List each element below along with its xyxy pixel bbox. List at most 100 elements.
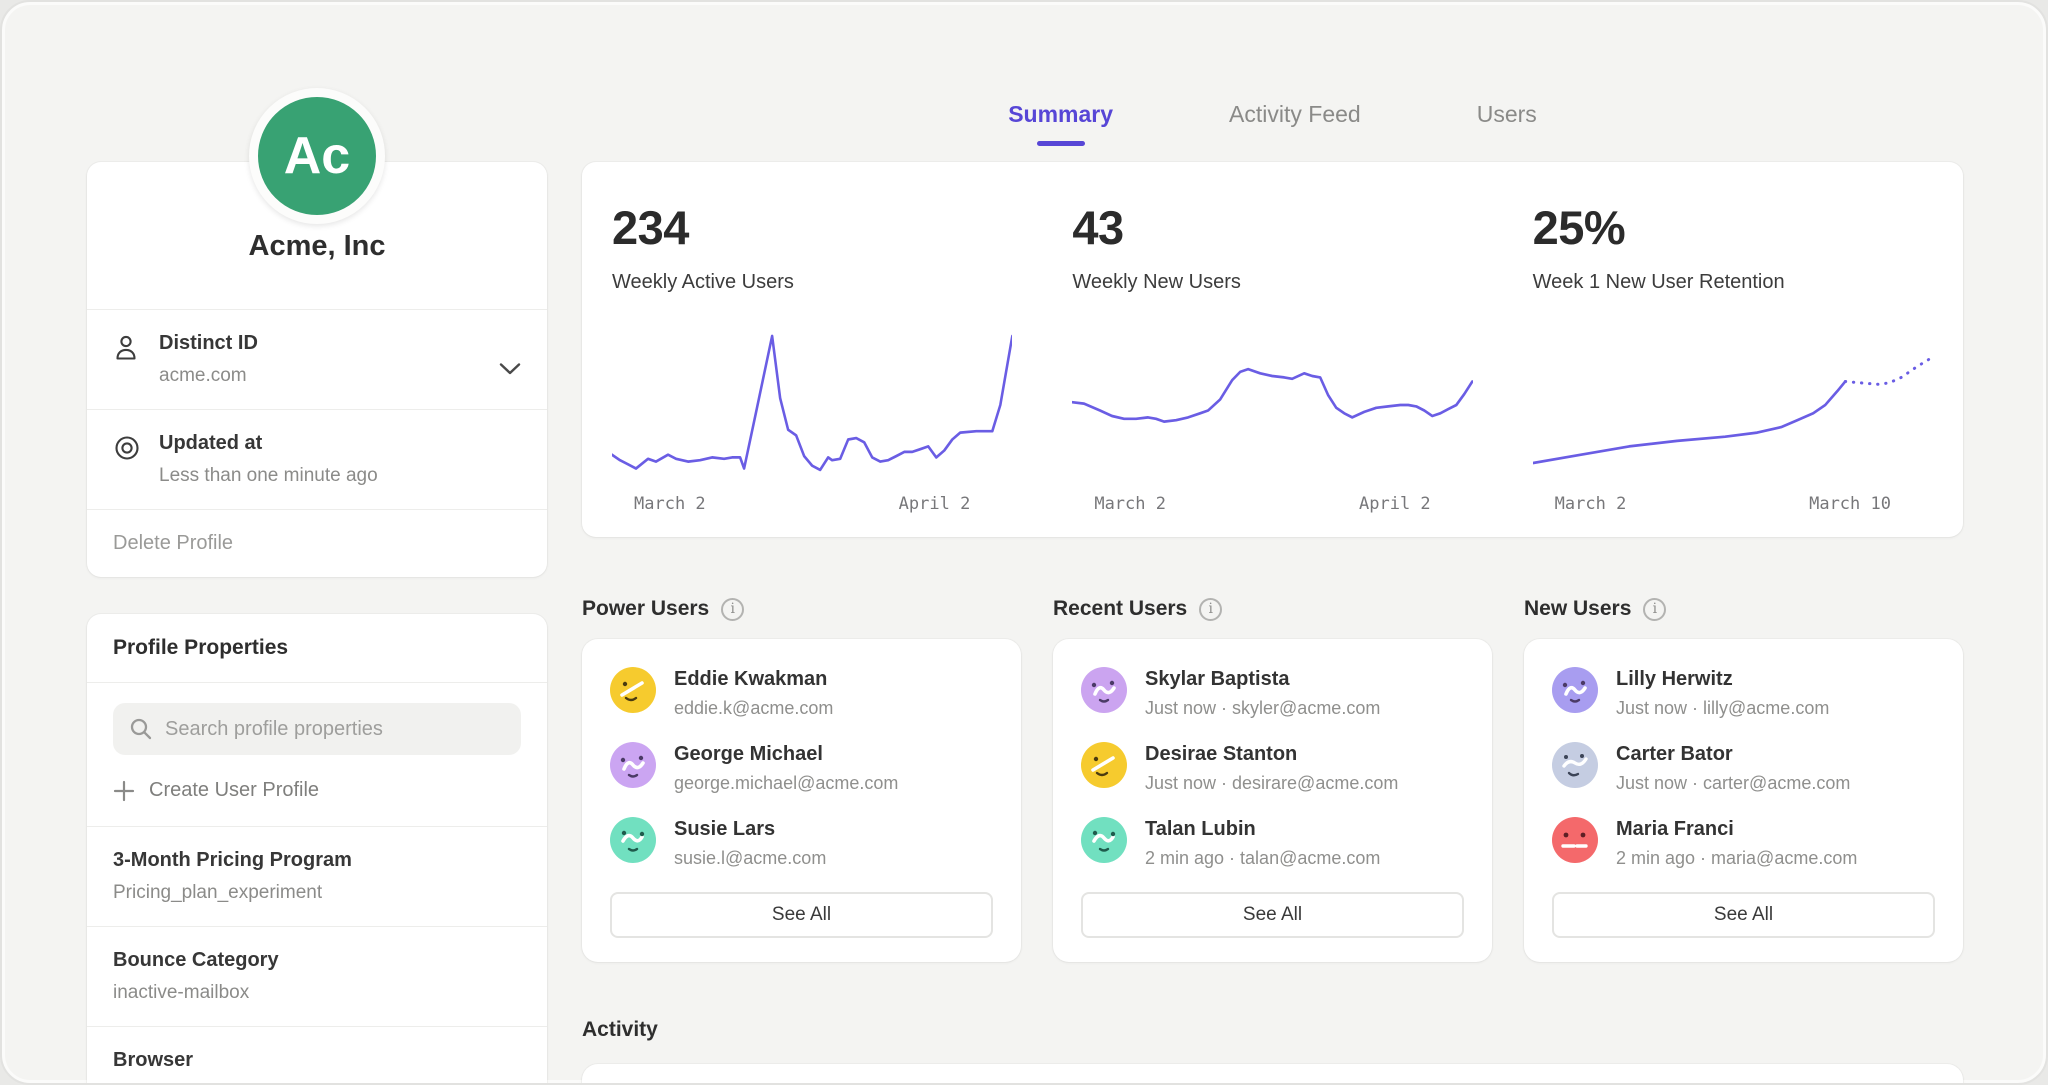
- updated-at-value: Less than one minute ago: [159, 465, 378, 486]
- divider: [87, 509, 547, 510]
- x-tick: March 2: [1094, 494, 1166, 514]
- see-all-button[interactable]: See All: [1081, 892, 1464, 938]
- chevron-down-icon[interactable]: [499, 362, 521, 376]
- user-avatar: [610, 742, 656, 788]
- user-sections: Power Users i Eddie Kwakman eddie.k@acme…: [582, 597, 1963, 962]
- recent-users-section: Recent Users i Skylar Baptista Just now …: [1053, 597, 1492, 962]
- user-row[interactable]: Desirae Stanton Just now · desirare@acme…: [1081, 742, 1464, 794]
- see-all-button[interactable]: See All: [1552, 892, 1935, 938]
- search-icon: [129, 717, 153, 741]
- x-tick: March 10: [1809, 494, 1891, 514]
- user-detail: Just now · lilly@acme.com: [1616, 698, 1830, 718]
- user-avatar: [1081, 742, 1127, 788]
- delete-profile-button[interactable]: Delete Profile: [113, 532, 234, 554]
- stat-weekly-new-users: 43 Weekly New Users March 2 April 2: [1042, 200, 1502, 517]
- property-row: Browser Chrome: [87, 1027, 547, 1083]
- user-row[interactable]: George Michael george.michael@acme.com: [610, 742, 993, 794]
- updated-at-label: Updated at: [159, 432, 263, 454]
- plus-icon: [113, 780, 135, 802]
- user-detail: eddie.k@acme.com: [674, 698, 834, 718]
- property-label: Browser: [113, 1049, 194, 1071]
- power-users-card: Eddie Kwakman eddie.k@acme.com George Mi…: [582, 639, 1021, 962]
- info-icon[interactable]: i: [1199, 597, 1223, 621]
- property-label: Bounce Category: [113, 949, 279, 971]
- user-name: Desirae Stanton: [1145, 743, 1298, 765]
- x-tick: April 2: [898, 494, 971, 514]
- person-icon: [113, 332, 143, 362]
- company-name: Acme, Inc: [248, 230, 386, 262]
- stat-label: Weekly New Users: [1072, 271, 1241, 293]
- distinct-id-label: Distinct ID: [159, 332, 258, 354]
- activity-card: 234 940 3.4k: [582, 1064, 1963, 1083]
- tab-activity-feed[interactable]: Activity Feed: [1229, 101, 1361, 127]
- create-user-profile-button[interactable]: Create User Profile: [87, 769, 547, 826]
- active-tab-indicator: [1036, 141, 1085, 146]
- stat-weekly-active-users: 234 Weekly Active Users March 2 April 2: [582, 200, 1042, 517]
- divider: [87, 1026, 547, 1027]
- user-name: George Michael: [674, 743, 823, 765]
- summary-stats-card: 234 Weekly Active Users March 2 April 2 …: [582, 162, 1963, 537]
- user-detail: 2 min ago · maria@acme.com: [1616, 848, 1858, 868]
- divider: [87, 826, 547, 827]
- user-name: Maria Franci: [1616, 818, 1734, 840]
- info-icon[interactable]: i: [1643, 597, 1667, 621]
- divider: [87, 409, 547, 410]
- user-avatar: [1552, 817, 1598, 863]
- create-user-profile-label: Create User Profile: [149, 779, 320, 801]
- distinct-id-value: acme.com: [159, 365, 247, 386]
- property-row: 3-Month Pricing Program Pricing_plan_exp…: [87, 827, 547, 926]
- tab-users[interactable]: Users: [1476, 101, 1537, 127]
- company-avatar: Ac: [249, 88, 385, 224]
- profile-properties-title: Profile Properties: [113, 636, 289, 659]
- user-detail: susie.l@acme.com: [674, 848, 827, 868]
- user-avatar: [1552, 742, 1598, 788]
- info-icon[interactable]: i: [721, 597, 745, 621]
- property-row: Bounce Category inactive-mailbox: [87, 927, 547, 1026]
- section-title: Recent Users: [1053, 597, 1188, 620]
- user-row[interactable]: Talan Lubin 2 min ago · talan@acme.com: [1081, 817, 1464, 869]
- stat-week1-retention: 25% Week 1 New User Retention March 2 Ma…: [1503, 200, 1963, 517]
- see-all-button[interactable]: See All: [610, 892, 993, 938]
- user-avatar: [1081, 817, 1127, 863]
- stat-value: 43: [1072, 201, 1124, 254]
- x-tick: April 2: [1359, 494, 1431, 514]
- user-detail: Just now · skyler@acme.com: [1145, 698, 1381, 718]
- property-value: inactive-mailbox: [113, 982, 250, 1003]
- tab-bar: Summary Activity Feed Users: [582, 2, 1963, 162]
- user-name: Carter Bator: [1616, 743, 1733, 765]
- user-detail: george.michael@acme.com: [674, 773, 899, 793]
- user-avatar: [610, 667, 656, 713]
- user-row[interactable]: Skylar Baptista Just now · skyler@acme.c…: [1081, 667, 1464, 719]
- user-row[interactable]: Carter Bator Just now · carter@acme.com: [1552, 742, 1935, 794]
- stat-value: 234: [612, 201, 689, 254]
- property-value: Chrome: [113, 1082, 521, 1083]
- property-label: 3-Month Pricing Program: [113, 849, 352, 871]
- user-row[interactable]: Lilly Herwitz Just now · lilly@acme.com: [1552, 667, 1935, 719]
- tab-summary[interactable]: Summary: [1008, 101, 1113, 162]
- user-row[interactable]: Eddie Kwakman eddie.k@acme.com: [610, 667, 993, 719]
- user-name: Eddie Kwakman: [674, 668, 828, 690]
- search-input[interactable]: [165, 717, 505, 741]
- divider: [87, 926, 547, 927]
- user-name: Lilly Herwitz: [1616, 668, 1733, 690]
- distinct-id-row: Distinct ID acme.com: [87, 310, 547, 409]
- week1-retention-chart: [1532, 355, 1933, 465]
- new-users-section: New Users i Lilly Herwitz Just now · lil…: [1524, 597, 1963, 962]
- activity-title: Activity: [582, 1018, 658, 1041]
- user-row[interactable]: Susie Lars susie.l@acme.com: [610, 817, 993, 869]
- section-title: New Users: [1524, 597, 1632, 620]
- stat-label: Weekly Active Users: [612, 271, 794, 293]
- company-initials: Ac: [283, 127, 351, 185]
- user-detail: 2 min ago · talan@acme.com: [1145, 848, 1381, 868]
- user-detail: Just now · desirare@acme.com: [1145, 773, 1399, 793]
- power-users-section: Power Users i Eddie Kwakman eddie.k@acme…: [582, 597, 1021, 962]
- new-users-card: Lilly Herwitz Just now · lilly@acme.com …: [1524, 639, 1963, 962]
- user-name: Skylar Baptista: [1145, 668, 1290, 690]
- divider: [87, 309, 547, 310]
- main-content: Summary Activity Feed Users 234 Weekly A…: [582, 2, 1963, 1083]
- stat-label: Week 1 New User Retention: [1532, 271, 1785, 293]
- user-row[interactable]: Maria Franci 2 min ago · maria@acme.com: [1552, 817, 1935, 869]
- updated-at-row: Updated at Less than one minute ago: [87, 410, 547, 509]
- profile-sidebar: Ac Acme, Inc Distinct ID acme.com: [87, 2, 547, 1083]
